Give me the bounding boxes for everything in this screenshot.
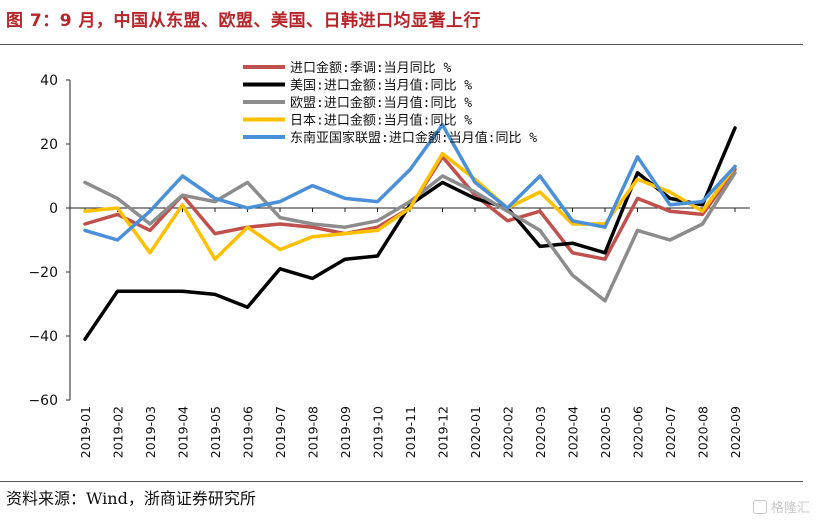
x-tick-label: 2019-01 [78, 406, 93, 458]
legend-label-2: 美国:进口金额:当月值:同比 % [290, 78, 472, 94]
x-tick-label: 2019-12 [436, 406, 451, 458]
x-tick-label: 2019-06 [241, 406, 256, 458]
x-tick-label: 2020-09 [728, 406, 743, 458]
y-tick-label: −20 [28, 265, 58, 281]
legend-label-5: 东南亚国家联盟:进口金额:当月值:同比 % [290, 130, 537, 146]
series-line-4 [83, 151, 737, 261]
x-tick-label: 2020-08 [696, 406, 711, 458]
x-tick-label: 2020-04 [566, 406, 581, 458]
legend-label-1: 进口金额:季调:当月同比 % [290, 60, 451, 76]
x-tick-label: 2019-08 [306, 406, 321, 458]
series-layer [83, 123, 737, 341]
x-tick-label: 2020-06 [631, 406, 646, 458]
watermark-text: 格隆汇 [770, 501, 810, 516]
x-tick-label: 2019-04 [176, 406, 191, 458]
figure-title: 图 7：9 月，中国从东盟、欧盟、美国、日韩进口均显著上行 [6, 11, 481, 31]
x-tick-label: 2020-03 [533, 406, 548, 458]
x-tick-label: 2020-01 [468, 406, 483, 458]
y-tick-label: 20 [40, 137, 58, 153]
y-tick-label: 40 [40, 73, 58, 89]
x-tick-label: 2019-09 [338, 406, 353, 458]
x-tick-label: 2020-07 [663, 406, 678, 458]
watermark-logo-icon [752, 499, 767, 514]
source-note: 资料来源：Wind，浙商证券研究所 [6, 489, 256, 508]
source-divider [0, 481, 803, 482]
x-tick-label: 2020-02 [501, 406, 516, 458]
y-tick-label: 0 [49, 201, 58, 217]
axes-layer: 40 20 0 −20 −40 −60 2019-01 2019-02 2019-03 2019-… [28, 73, 750, 458]
series-line-5 [83, 123, 737, 242]
watermark: 格隆汇 [752, 497, 810, 516]
x-tick-label: 2019-11 [403, 406, 418, 458]
legend: 进口金额:季调:当月同比 % 美国:进口金额:当月值:同比 %欧盟:进口金额:当月… [243, 60, 537, 146]
series-line-3 [83, 171, 737, 303]
x-tick-label: 2019-03 [143, 406, 158, 458]
x-tick-label: 2020-05 [598, 406, 613, 458]
y-tick-label: −60 [28, 393, 58, 409]
title-divider [0, 44, 803, 45]
y-tick-label: −40 [28, 329, 58, 345]
legend-label-3: 欧盟:进口金额:当月值:同比 % [290, 95, 472, 111]
x-tick-label: 2019-07 [273, 406, 288, 458]
x-tick-label: 2019-05 [208, 406, 223, 458]
x-tick-label: 2019-10 [371, 406, 386, 458]
x-tick-label: 2019-02 [111, 406, 126, 458]
legend-label-4: 日本:进口金额:当月值:同比 % [290, 113, 472, 129]
line-chart: 40 20 0 −20 −40 −60 2019-01 2019-02 2019-03 2019-… [28, 60, 750, 458]
